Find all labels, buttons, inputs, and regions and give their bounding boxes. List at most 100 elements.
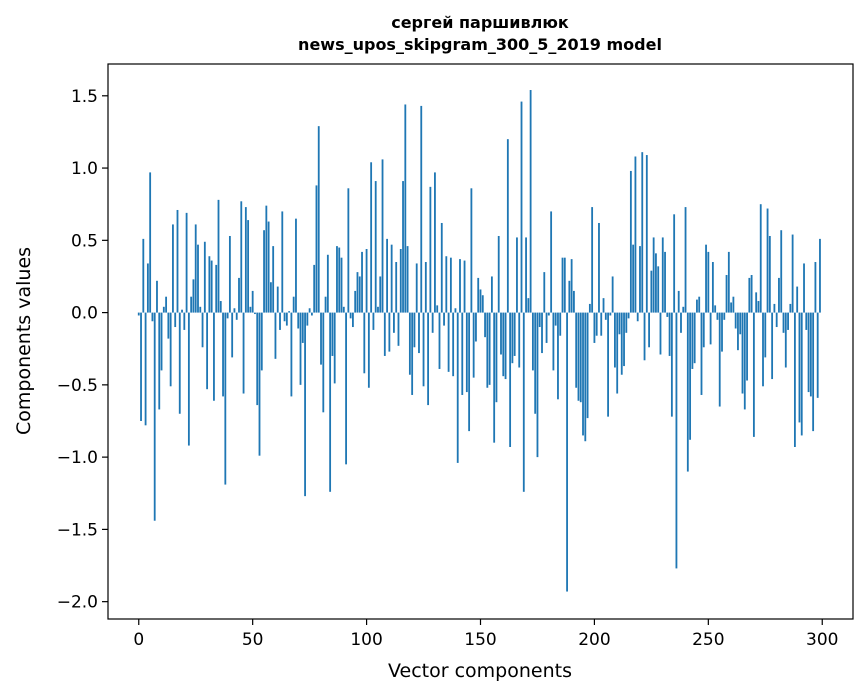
chart-title: сергей паршивлюк [391, 13, 569, 32]
bar [468, 312, 471, 432]
bar [577, 312, 580, 401]
bar [611, 276, 614, 313]
bar [614, 312, 616, 368]
bar [668, 312, 671, 356]
bar [557, 312, 559, 400]
bar [518, 312, 521, 368]
bar [422, 312, 425, 387]
bar [527, 298, 530, 313]
bar [301, 312, 304, 343]
bar [741, 312, 744, 394]
bar [254, 312, 256, 315]
bar [413, 312, 416, 348]
bar [650, 270, 653, 313]
bar [698, 296, 701, 313]
bar [506, 139, 509, 313]
bar [461, 312, 464, 395]
bar [495, 312, 498, 403]
bar [566, 312, 568, 592]
bar [490, 276, 493, 313]
bar [372, 312, 375, 330]
bar [759, 204, 762, 313]
x-axis: 0 50 100 150 200 250 300 [133, 619, 838, 650]
bar [431, 312, 434, 333]
bar [454, 308, 457, 313]
bar [645, 155, 648, 313]
bar [520, 101, 523, 313]
bar [213, 312, 215, 401]
bar [616, 312, 619, 394]
bar [233, 308, 236, 313]
bar [593, 312, 596, 343]
bar [752, 312, 755, 437]
bar [436, 305, 439, 313]
bar [755, 292, 758, 313]
bar [764, 312, 767, 358]
bar [563, 257, 566, 313]
bar [324, 296, 327, 313]
x-tick-label: 300 [806, 630, 838, 650]
bar [349, 312, 352, 319]
bar [652, 237, 655, 313]
bar [142, 238, 145, 313]
bar [816, 312, 819, 398]
bar [488, 312, 491, 385]
bar [151, 312, 154, 322]
bar [675, 312, 678, 569]
bar [336, 246, 338, 313]
bar [404, 104, 407, 313]
bar [320, 312, 322, 365]
bar [418, 312, 420, 354]
bar [304, 312, 306, 497]
bar [732, 296, 735, 313]
bar [739, 312, 742, 335]
bar [559, 312, 562, 336]
bar [144, 312, 147, 426]
bar [778, 277, 780, 313]
bar [600, 312, 603, 336]
bar [812, 312, 815, 432]
bar [504, 312, 507, 380]
bar [326, 254, 329, 313]
bar [486, 312, 489, 388]
bar [689, 312, 692, 440]
bar [308, 308, 311, 313]
bar [595, 312, 598, 336]
bar [388, 312, 391, 352]
bar [472, 312, 475, 378]
bar [771, 312, 774, 380]
bar [470, 188, 473, 313]
bar [390, 244, 393, 313]
bar [345, 312, 347, 465]
bar [570, 259, 573, 313]
bar [367, 312, 370, 388]
bar [721, 312, 723, 352]
bar [140, 312, 142, 421]
bar [543, 272, 546, 313]
bar [807, 312, 810, 393]
x-axis-label: Vector components [388, 660, 572, 682]
bar [573, 290, 575, 313]
bar [169, 312, 172, 387]
bar [340, 257, 343, 313]
bar [283, 312, 286, 322]
bar [267, 221, 270, 313]
bar [449, 257, 452, 313]
bar [338, 247, 341, 313]
bar [536, 312, 539, 458]
bar [798, 312, 801, 423]
bar [395, 262, 398, 313]
bar [445, 256, 448, 313]
bar [705, 244, 707, 313]
bar [263, 230, 265, 313]
bar [768, 235, 771, 313]
bar [251, 290, 254, 313]
bar [561, 257, 564, 313]
bar [509, 312, 512, 447]
bar [691, 312, 694, 369]
bar [358, 276, 361, 313]
bar [791, 234, 794, 313]
bar [443, 312, 445, 326]
bar [723, 312, 726, 320]
